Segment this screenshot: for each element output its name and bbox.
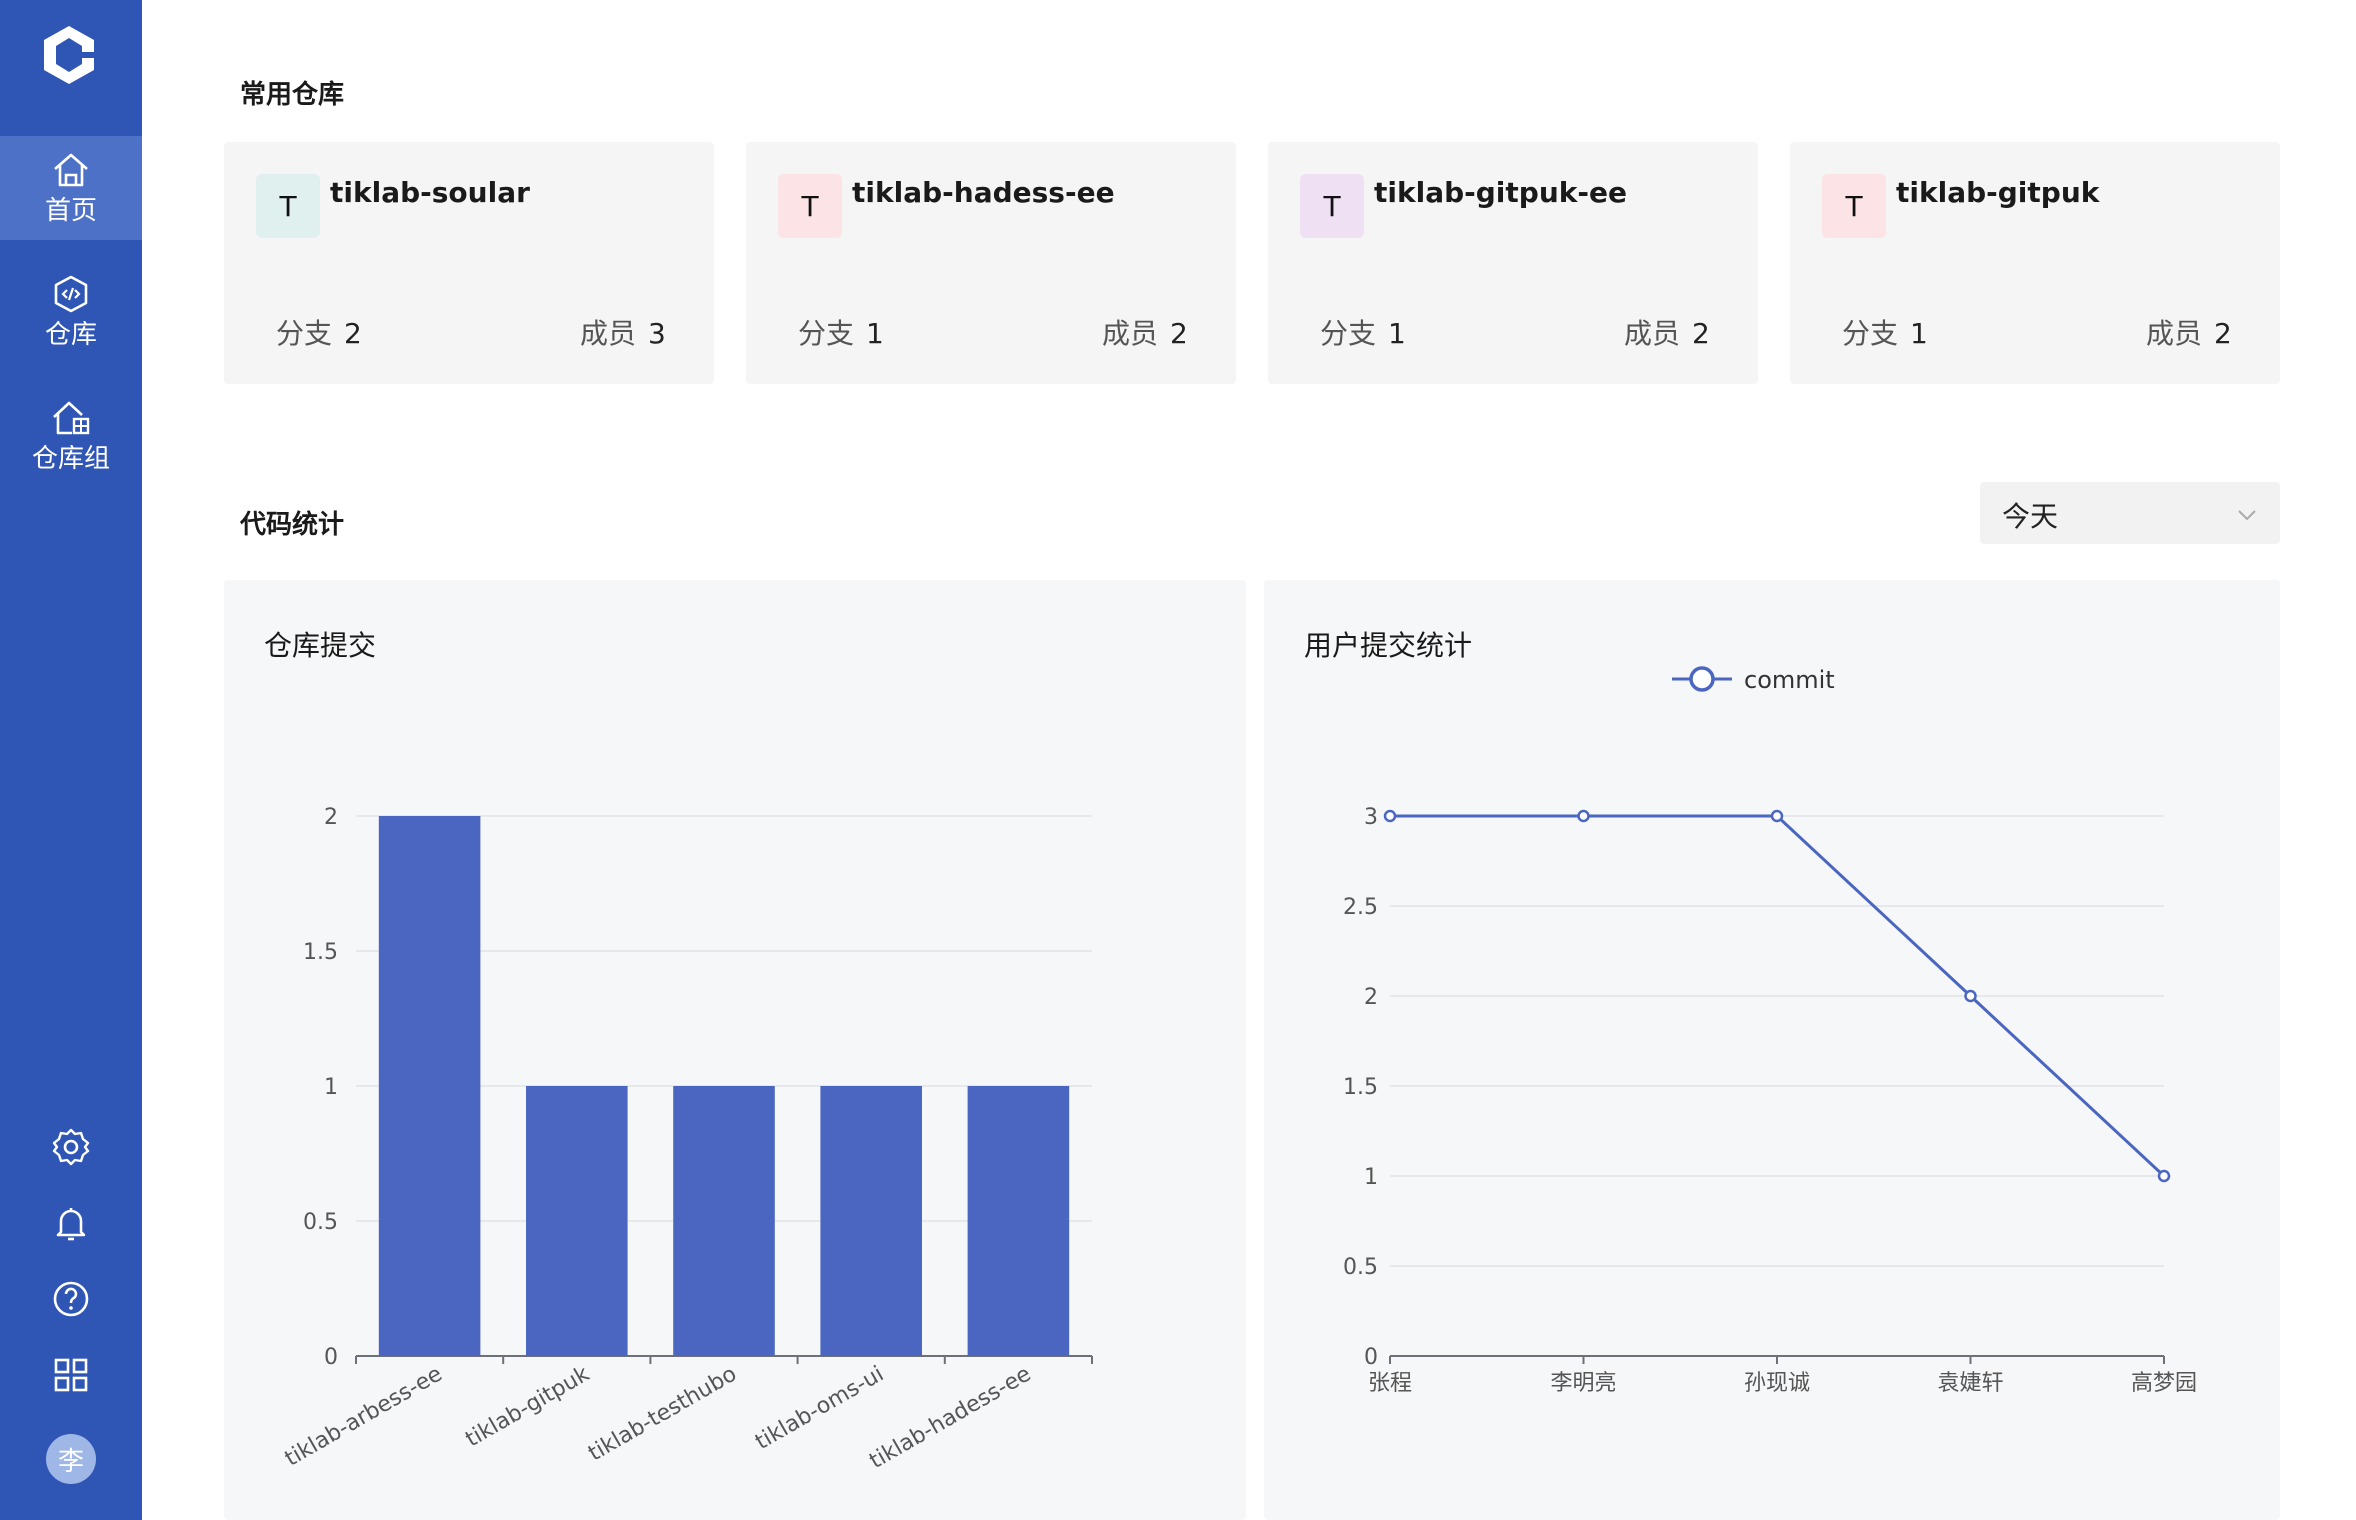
y-tick-label: 2 [1364,985,1378,1010]
repo-card[interactable]: T tiklab-gitpuk-ee 分支 1 成员 2 [1268,142,1758,384]
bar [820,1086,922,1356]
repo-avatar: T [1300,174,1364,238]
chart-title: 仓库提交 [264,629,377,662]
y-tick-label: 1 [1364,1165,1378,1190]
repo-card[interactable]: T tiklab-gitpuk 分支 1 成员 2 [1790,142,2280,384]
repo-avatar: T [256,174,320,238]
x-tick-label: 袁婕轩 [1937,1371,2003,1396]
sidebar-item-label: 仓库 [44,320,97,350]
avatar[interactable]: 李 [46,1434,96,1484]
user-commit-line-chart: 0 0.5 1 1.5 2 2.5 3 张程 李明亮 孙现诚 袁婕轩 高梦园 commit [1343,666,2197,1396]
x-tick-label: 孙现诚 [1744,1371,1810,1396]
repo-commit-chart-panel: 仓库提交 0 0.5 1 1.5 2 tiklab-arbess-ee tiklab-git… [224,580,1246,1520]
y-tick-label: 0.5 [1343,1255,1378,1280]
sidebar-item-repository-group[interactable]: 仓库组 [0,384,142,488]
sidebar-item-home[interactable]: 首页 [0,136,142,240]
y-tick-label: 1.5 [1343,1075,1378,1100]
chevron-down-icon [2238,510,2256,521]
y-tick-label: 2 [324,805,338,830]
period-select[interactable]: 今天 [1980,482,2280,544]
repo-card[interactable]: T tiklab-hadess-ee 分支 1 成员 2 [746,142,1236,384]
sidebar-item-label: 首页 [44,196,97,226]
chart-title: 用户提交统计 [1304,629,1473,662]
sidebar-item-repository[interactable]: 仓库 [0,260,142,364]
repo-avatar: T [778,174,842,238]
stats-title: 代码统计 [240,510,345,540]
favorites-title: 常用仓库 [240,80,345,110]
repo-members: 成员 2 [1102,317,1188,350]
repo-name[interactable]: tiklab-soular [330,176,530,209]
bar [673,1086,775,1356]
apps-icon[interactable] [50,1354,92,1396]
y-tick-label: 1 [324,1075,338,1100]
data-point [1964,989,1977,1003]
y-tick-label: 0 [324,1345,338,1370]
y-tick-label: 0 [1364,1345,1378,1370]
sidebar: 首页 仓库 仓库组 李 [0,0,142,1520]
bar [967,1086,1070,1356]
settings-icon[interactable] [50,1126,92,1168]
x-tick-label: tiklab-hadess-ee [865,1362,1035,1475]
y-tick-label: 1.5 [303,940,338,965]
y-tick-label: 2.5 [1343,895,1378,920]
repo-name[interactable]: tiklab-hadess-ee [852,176,1115,209]
repository-group-icon [53,401,90,435]
help-icon[interactable] [50,1278,92,1320]
repo-members: 成员 2 [1624,317,1710,350]
repo-branches: 分支 1 [1842,317,1928,350]
repository-icon [54,275,88,313]
x-tick-label: tiklab-arbess-ee [281,1362,447,1472]
repo-avatar: T [1822,174,1886,238]
y-tick-label: 0.5 [303,1210,338,1235]
bell-icon[interactable] [50,1202,92,1244]
x-tick-label: 李明亮 [1550,1371,1616,1396]
sidebar-item-label: 仓库组 [31,444,110,474]
x-tick-label: 张程 [1368,1371,1412,1396]
y-tick-label: 3 [1364,805,1378,830]
repo-name[interactable]: tiklab-gitpuk-ee [1374,176,1627,209]
data-point [2157,1169,2171,1183]
repo-branches: 分支 1 [798,317,884,350]
data-point [1577,809,1590,823]
data-point [1383,809,1397,823]
x-tick-label: tiklab-gitpuk [462,1361,595,1452]
data-point [1770,809,1784,823]
app-logo[interactable] [36,22,102,88]
bar [526,1086,628,1356]
x-tick-label: tiklab-oms-ui [751,1362,888,1456]
home-icon [54,153,88,187]
repo-card[interactable]: T tiklab-soular 分支 2 成员 3 [224,142,714,384]
period-select-value: 今天 [2002,500,2059,533]
repo-branches: 分支 1 [1320,317,1406,350]
legend-label: commit [1744,666,1835,694]
x-tick-label: 高梦园 [2131,1371,2197,1396]
x-tick-label: tiklab-testhubo [584,1362,741,1467]
repo-members: 成员 2 [2146,317,2232,350]
user-commit-chart-panel: 用户提交统计 0 0.5 1 1.5 2 2.5 3 张程 李明亮 孙现诚 袁婕轩 高梦园 commit [1264,580,2280,1520]
repo-members: 成员 3 [580,317,666,350]
repo-branches: 分支 2 [276,317,362,350]
bar [378,816,481,1356]
legend-marker [1689,666,1715,692]
repo-name[interactable]: tiklab-gitpuk [1896,176,2100,209]
